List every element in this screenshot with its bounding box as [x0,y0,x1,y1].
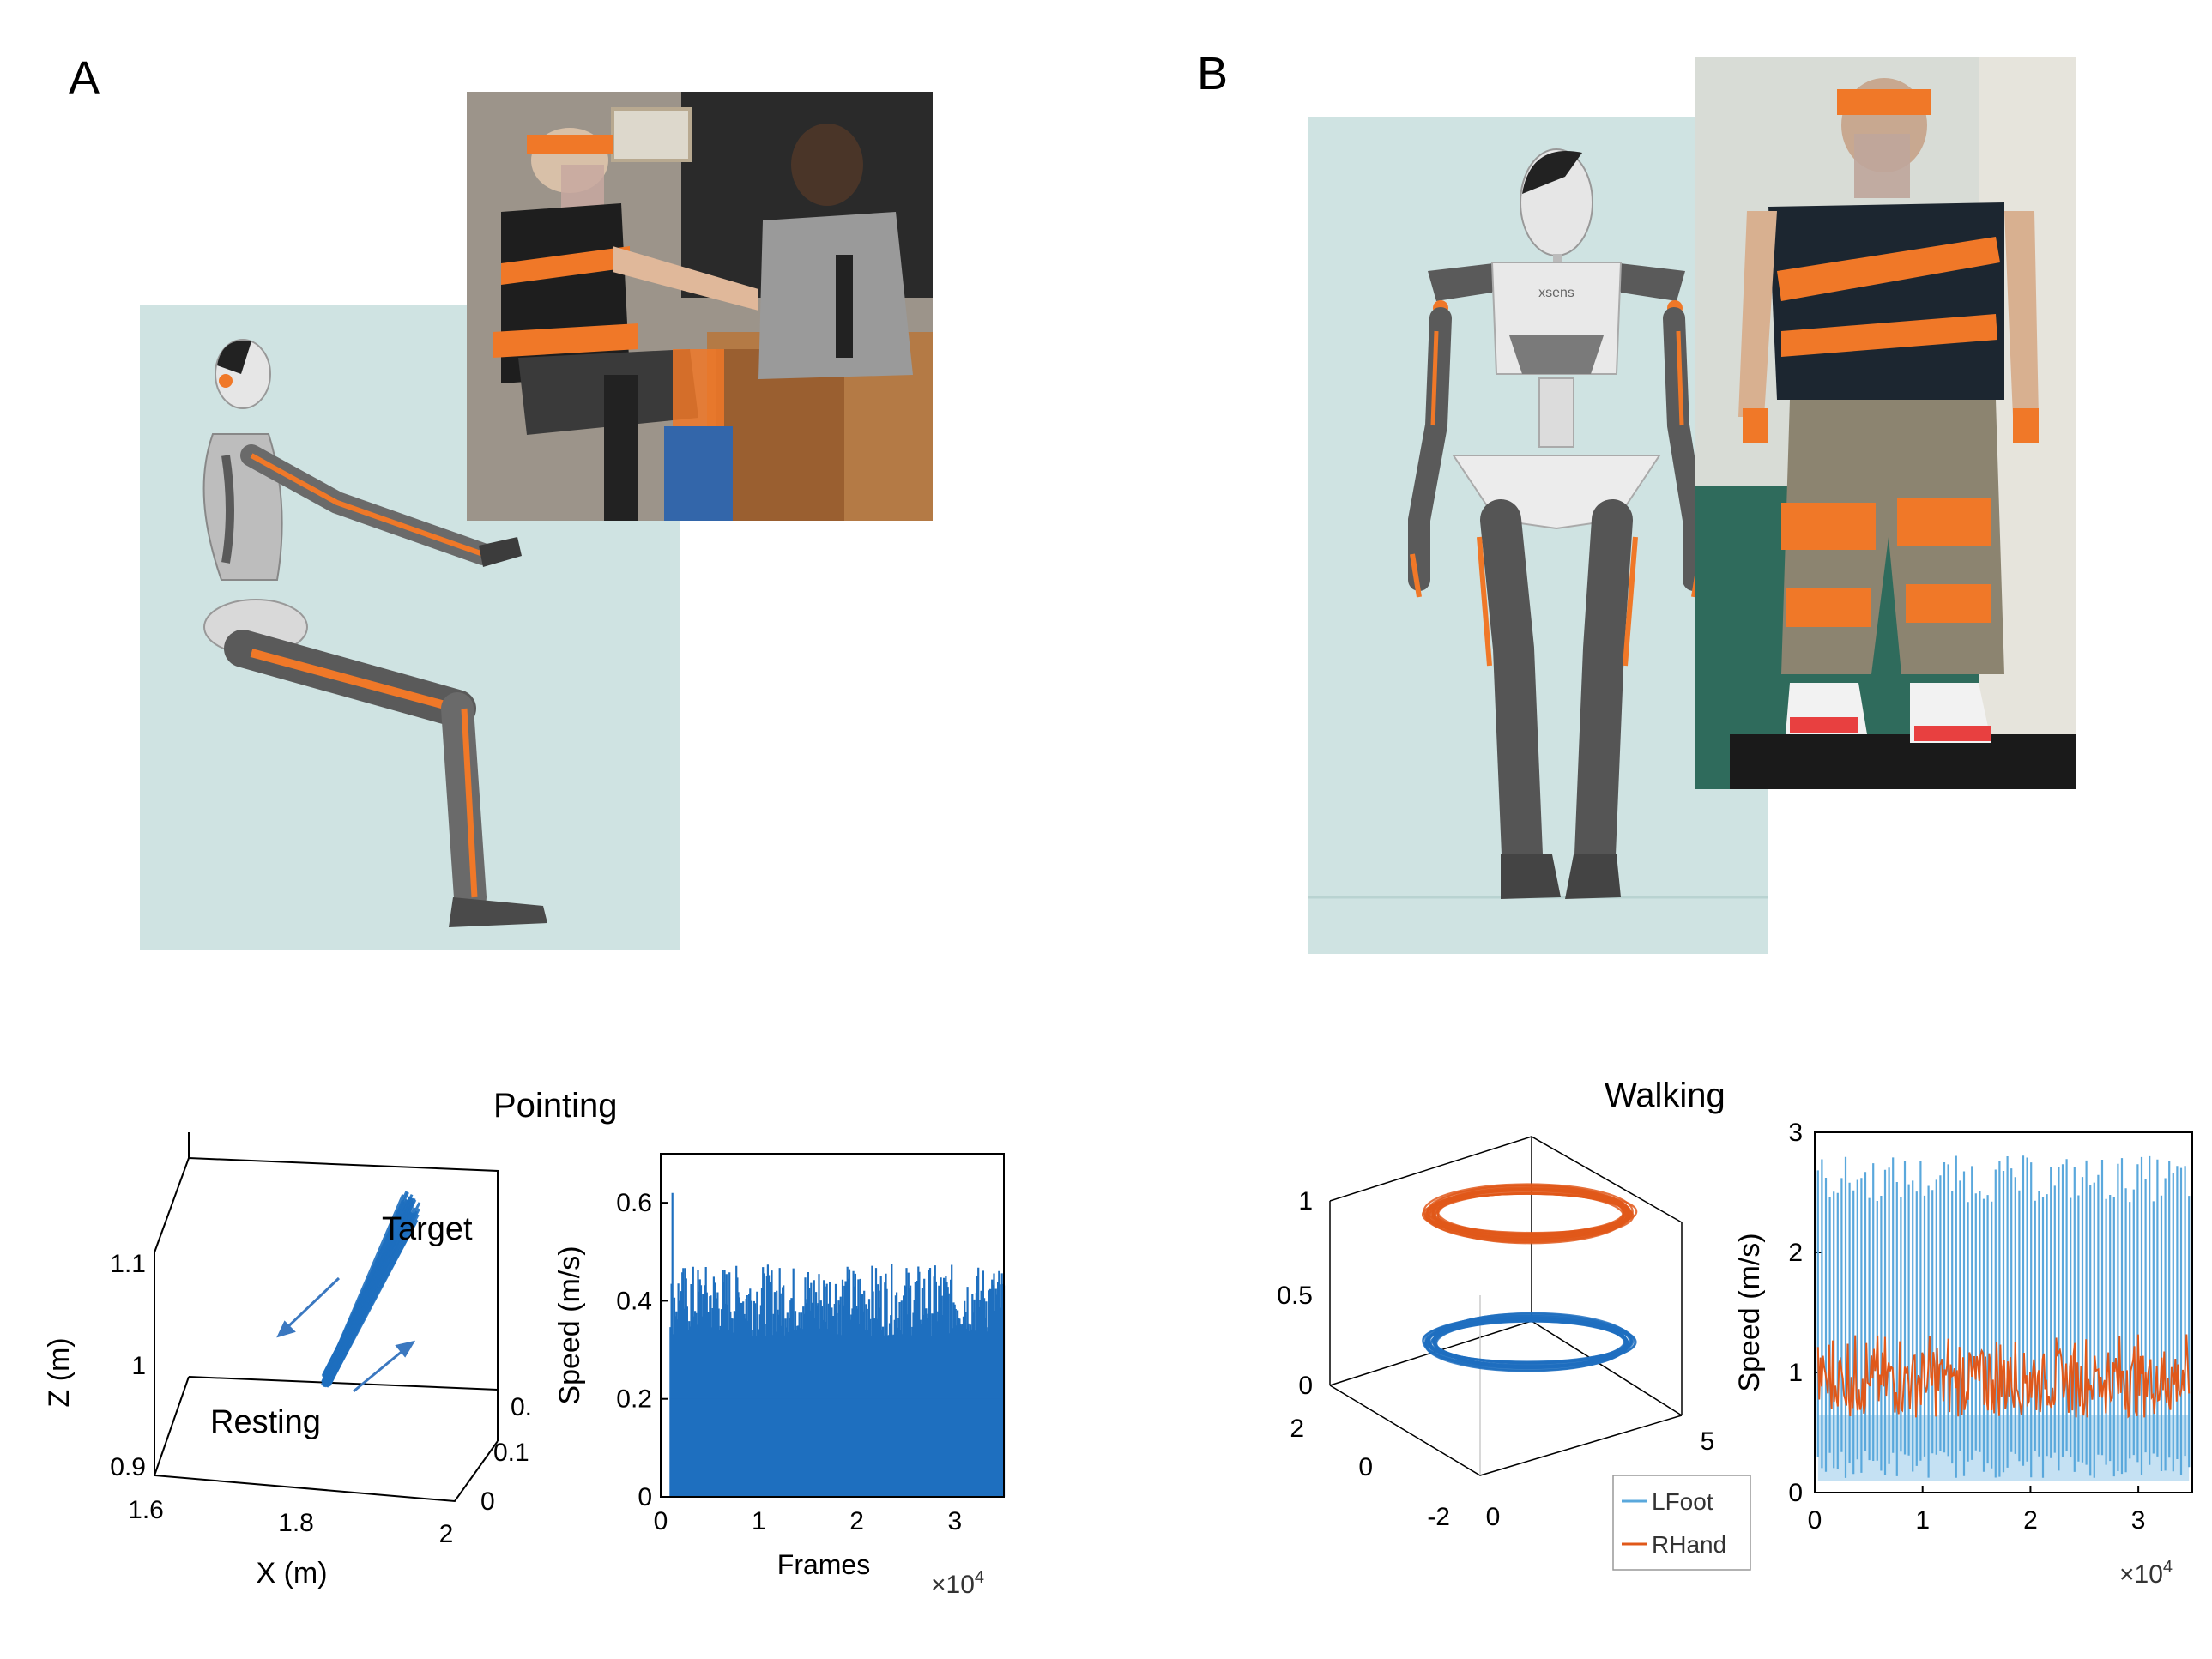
x-tick-label: 2 [849,1507,864,1535]
y-tick-label: 2 [1788,1239,1803,1267]
panel-letter-b: B [1197,48,1229,100]
x-tick-label: 1 [752,1507,766,1535]
z-tick-1: 1 [131,1352,146,1380]
walk-z-tick-1: 1 [1298,1187,1313,1216]
z-axis-label: Z (m) [43,1337,76,1407]
toward-rest-arrow [276,1320,296,1338]
rhand-speed-line [1816,1334,2191,1419]
y-tick-label: 0.4 [616,1287,652,1315]
pointing-title: Pointing [493,1087,618,1125]
toward-target-arrow [395,1340,416,1358]
walk-y-tick-0: 0 [1358,1453,1373,1481]
rhand-loop [1425,1186,1630,1244]
x-tick-label: 3 [948,1507,963,1535]
pointing-speed-chart: 0 1 2 3 0 0.2 0.4 0.6 Speed (m/s) Frames ×104 [553,1153,1006,1599]
walk-y-tick-neg2: -2 [1427,1503,1450,1531]
walking-trajectory-loops [1421,1183,1638,1372]
y-tick-label: 0.6 [616,1189,652,1217]
legend-lfoot-label: LFoot [1652,1488,1713,1515]
pointing-trial-path [329,1219,419,1381]
x-tick-1.8: 1.8 [278,1509,314,1537]
walking-speed-ylabel: Speed (m/s) [1733,1233,1766,1391]
walk-z-tick-0.5: 0.5 [1277,1282,1313,1310]
x-tick-1.6: 1.6 [128,1496,164,1524]
lfoot-speed-line [1816,1155,2191,1478]
x-tick-label: 0 [1808,1506,1822,1535]
pointing-speed-ylabel: Speed (m/s) [553,1246,586,1404]
walking-speed-series [1816,1155,2191,1481]
standing-avatar-render: xsens [1308,117,1768,954]
target-annotation: Target [382,1211,473,1247]
y-tick-0.1: 0.1 [493,1439,529,1467]
walk-z-tick-0: 0 [1298,1372,1313,1400]
y-tick-label: 1 [1788,1359,1803,1387]
pointing-speed-xlabel: Frames [777,1549,870,1580]
walking-3d-trajectory-chart: 1 0.5 0 2 0 -2 0 5 LFoot RHand [1277,1136,1751,1571]
pointing-x-multiplier: ×104 [931,1568,984,1599]
walking-title: Walking [1605,1077,1725,1114]
x-tick-label: 3 [2131,1506,2146,1535]
panel-letter-a: A [69,52,100,104]
seated-pointing-photo [467,92,933,521]
legend-rhand-label: RHand [1652,1531,1726,1558]
pointing-3d-trajectory-chart: 1.1 1 0.9 Z (m) 1.6 1.8 2 X (m) 0.2 0.1 … [43,1132,532,1590]
walking-x-multiplier: ×104 [2119,1558,2173,1589]
pointing-speed-series [669,1192,1006,1497]
lfoot-loop [1433,1312,1633,1369]
walk-x-tick-0: 0 [1486,1503,1501,1531]
walk-y-tick-2: 2 [1290,1415,1304,1443]
pointing-trajectory-bundle [321,1191,421,1388]
rhand-loop [1436,1189,1625,1237]
x-axis-label: X (m) [256,1557,327,1590]
x-tick-label: 1 [1915,1506,1930,1535]
y-tick-0.2: 0.2 [511,1393,532,1421]
x-tick-label: 2 [2023,1506,2038,1535]
z-tick-1.1: 1.1 [110,1250,146,1278]
rhand-loop [1432,1191,1632,1240]
pointing-trial-path [324,1219,411,1385]
x-tick-2: 2 [439,1520,454,1548]
walking-photo [1695,57,2076,789]
z-tick-0.9: 0.9 [110,1453,146,1481]
y-tick-label: 0.2 [616,1385,652,1414]
xsens-chest-logo: xsens [1538,286,1574,300]
pointing-speed-dense-band [670,1398,1004,1497]
resting-annotation: Resting [210,1404,321,1440]
x-tick-label: 0 [654,1507,668,1535]
lfoot-loop [1424,1318,1629,1371]
walking-speed-chart: 0 1 2 3 0 1 2 3 Speed (m/s) ×104 [1733,1119,2193,1589]
lfoot-speed-band [1817,1415,2190,1481]
walk-x-tick-5: 5 [1701,1427,1715,1456]
walking-legend [1612,1475,1751,1571]
y-tick-0: 0 [480,1487,495,1516]
y-tick-label: 3 [1788,1119,1803,1147]
y-tick-label: 0 [638,1483,652,1511]
y-tick-label: 0 [1788,1479,1803,1507]
